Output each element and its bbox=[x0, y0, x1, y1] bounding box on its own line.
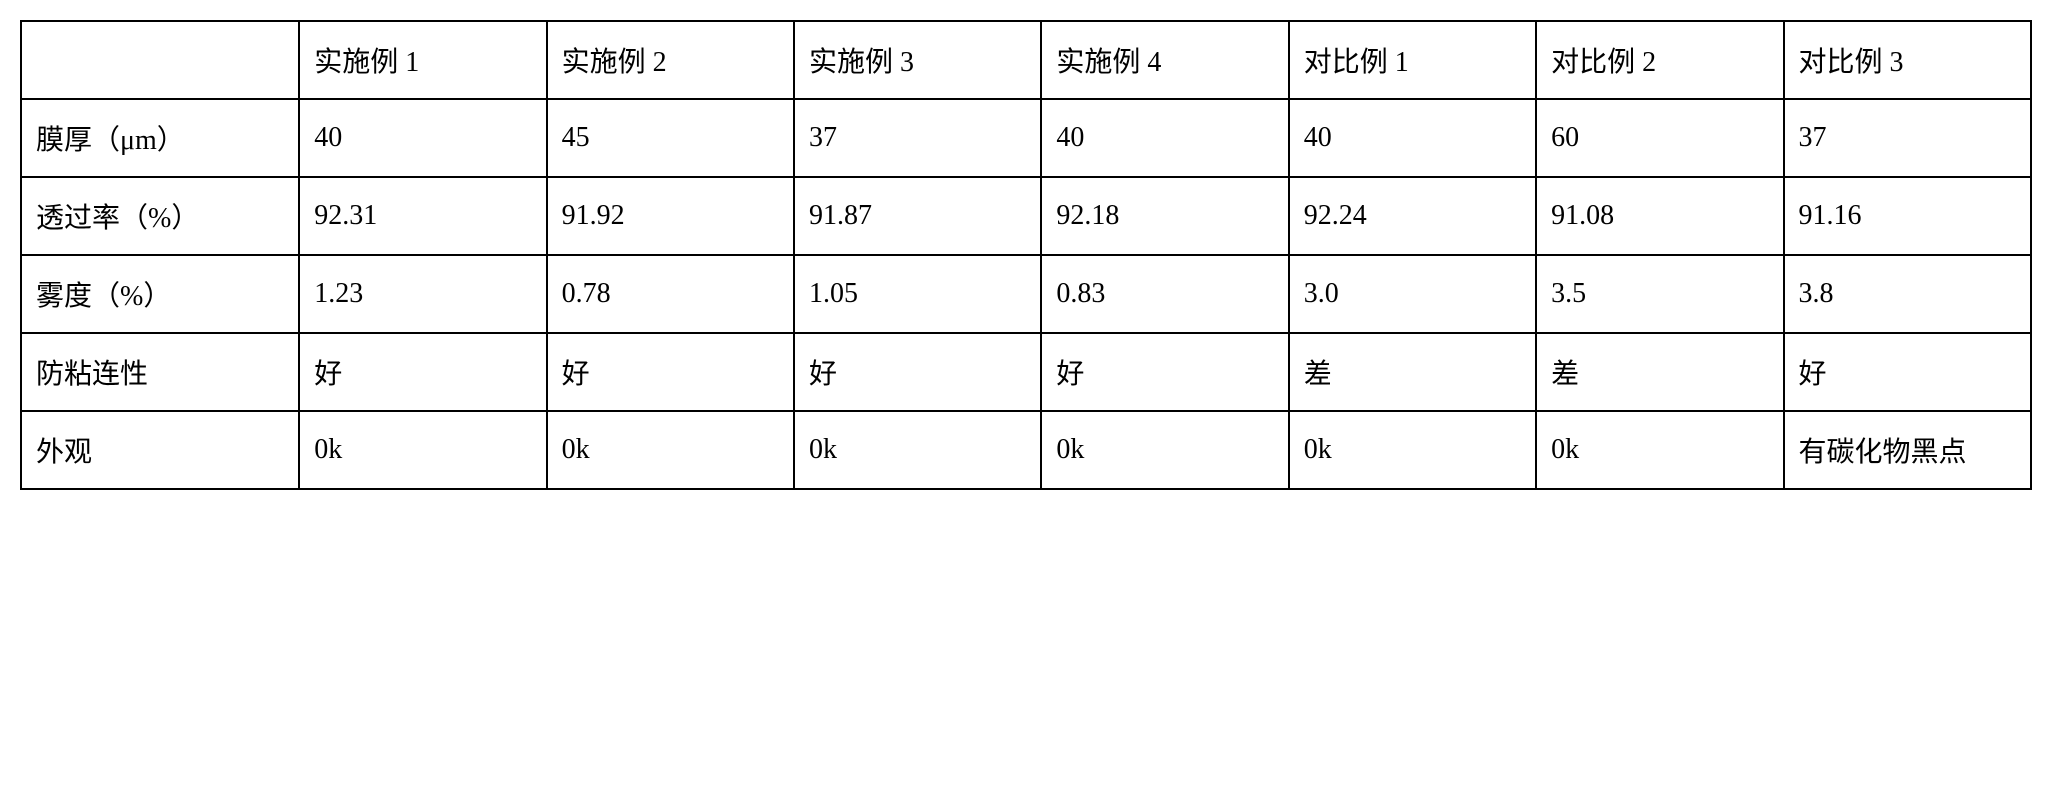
row-label: 外观 bbox=[21, 411, 299, 489]
table-cell: 92.18 bbox=[1041, 177, 1288, 255]
table-cell: 37 bbox=[1784, 99, 2031, 177]
table-cell: 好 bbox=[1041, 333, 1288, 411]
header-cell: 对比例 1 bbox=[1289, 21, 1536, 99]
table-cell: 1.05 bbox=[794, 255, 1041, 333]
table-cell: 好 bbox=[1784, 333, 2031, 411]
table-cell: 0k bbox=[794, 411, 1041, 489]
header-cell: 实施例 1 bbox=[299, 21, 546, 99]
header-cell: 对比例 3 bbox=[1784, 21, 2031, 99]
table-row: 外观 0k 0k 0k 0k 0k 0k 有碳化物黑点 bbox=[21, 411, 2031, 489]
table-cell: 92.24 bbox=[1289, 177, 1536, 255]
table-cell: 好 bbox=[794, 333, 1041, 411]
header-cell: 对比例 2 bbox=[1536, 21, 1783, 99]
table-cell: 有碳化物黑点 bbox=[1784, 411, 2031, 489]
row-label: 膜厚（μm） bbox=[21, 99, 299, 177]
table-cell: 91.08 bbox=[1536, 177, 1783, 255]
table-row: 防粘连性 好 好 好 好 差 差 好 bbox=[21, 333, 2031, 411]
header-cell: 实施例 3 bbox=[794, 21, 1041, 99]
table-row: 雾度（%） 1.23 0.78 1.05 0.83 3.0 3.5 3.8 bbox=[21, 255, 2031, 333]
header-cell: 实施例 2 bbox=[547, 21, 794, 99]
table-cell: 1.23 bbox=[299, 255, 546, 333]
table-cell: 60 bbox=[1536, 99, 1783, 177]
table-cell: 91.92 bbox=[547, 177, 794, 255]
table-cell: 92.31 bbox=[299, 177, 546, 255]
table-cell: 好 bbox=[547, 333, 794, 411]
table-cell: 3.8 bbox=[1784, 255, 2031, 333]
header-cell: 实施例 4 bbox=[1041, 21, 1288, 99]
table-cell: 差 bbox=[1289, 333, 1536, 411]
table-cell: 3.0 bbox=[1289, 255, 1536, 333]
table-cell: 0.83 bbox=[1041, 255, 1288, 333]
table-cell: 差 bbox=[1536, 333, 1783, 411]
table-cell: 37 bbox=[794, 99, 1041, 177]
table-cell: 91.16 bbox=[1784, 177, 2031, 255]
row-label: 透过率（%） bbox=[21, 177, 299, 255]
table-cell: 0k bbox=[1041, 411, 1288, 489]
table-cell: 3.5 bbox=[1536, 255, 1783, 333]
row-label: 防粘连性 bbox=[21, 333, 299, 411]
table-cell: 0k bbox=[1536, 411, 1783, 489]
table-cell: 40 bbox=[1041, 99, 1288, 177]
table-cell: 40 bbox=[1289, 99, 1536, 177]
table-cell: 45 bbox=[547, 99, 794, 177]
table-cell: 0k bbox=[547, 411, 794, 489]
table-cell: 0.78 bbox=[547, 255, 794, 333]
table-cell: 0k bbox=[299, 411, 546, 489]
table-row: 膜厚（μm） 40 45 37 40 40 60 37 bbox=[21, 99, 2031, 177]
table-row: 透过率（%） 92.31 91.92 91.87 92.18 92.24 91.… bbox=[21, 177, 2031, 255]
table-cell: 0k bbox=[1289, 411, 1536, 489]
data-table: 实施例 1 实施例 2 实施例 3 实施例 4 对比例 1 对比例 2 对比例 … bbox=[20, 20, 2032, 490]
table-header-row: 实施例 1 实施例 2 实施例 3 实施例 4 对比例 1 对比例 2 对比例 … bbox=[21, 21, 2031, 99]
table-cell: 40 bbox=[299, 99, 546, 177]
row-label: 雾度（%） bbox=[21, 255, 299, 333]
table-cell: 好 bbox=[299, 333, 546, 411]
table-cell: 91.87 bbox=[794, 177, 1041, 255]
header-cell-empty bbox=[21, 21, 299, 99]
